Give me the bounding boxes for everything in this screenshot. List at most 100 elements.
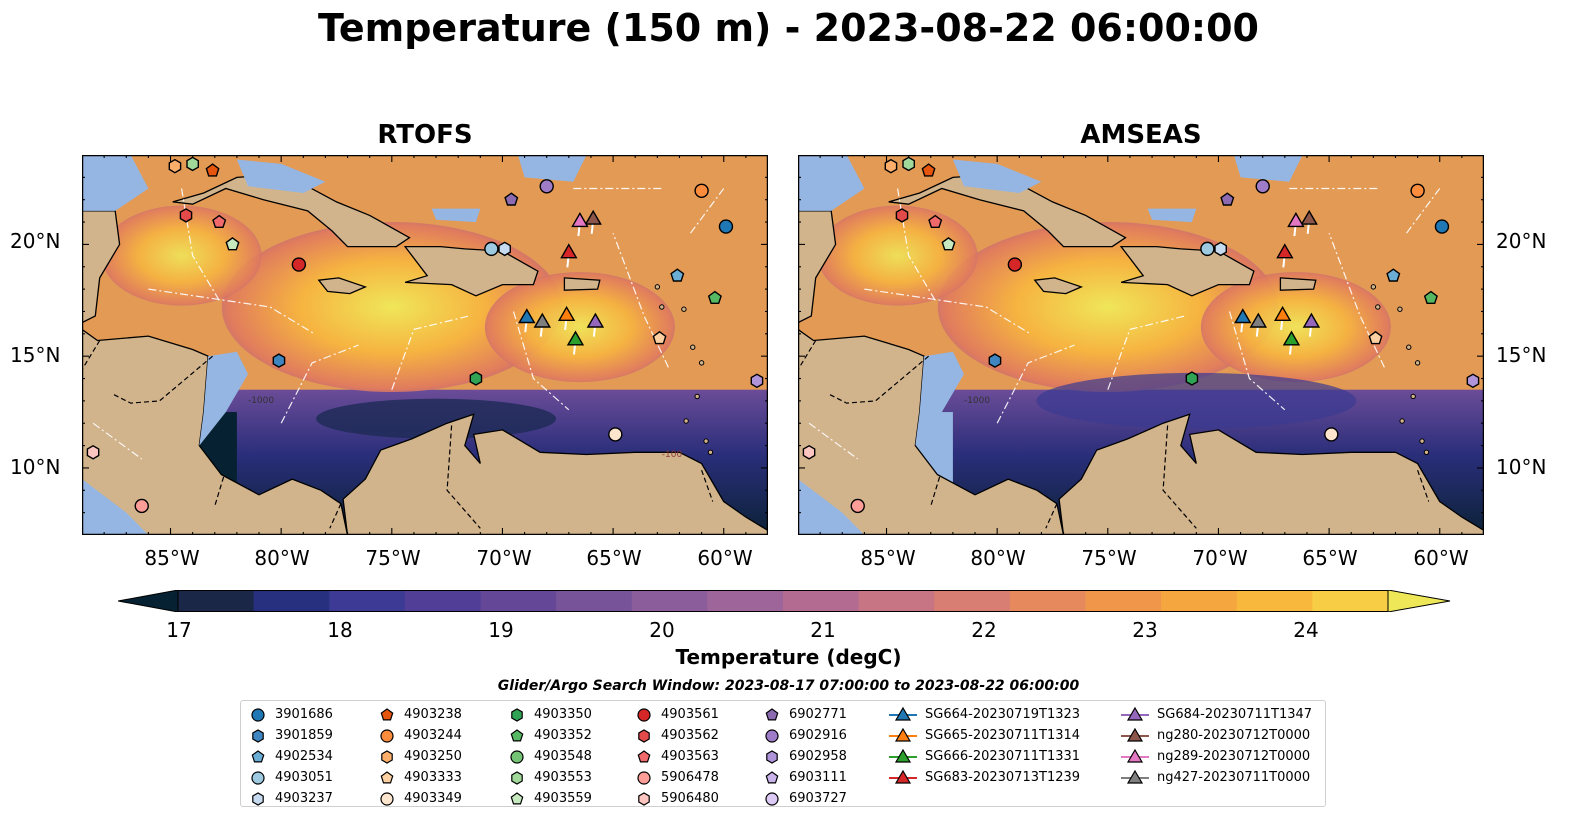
legend-item-ng280-20230712T0000: ng280-20230712T0000 — [1121, 725, 1312, 746]
legend-marker-icon — [765, 770, 779, 783]
legend-label: 3901859 — [275, 728, 333, 743]
glider-marker-SG666-20230711T1331 — [1282, 330, 1301, 346]
legend-marker-icon — [511, 770, 523, 785]
lat-label-right-20: 20°N — [1496, 229, 1547, 253]
lat-label-right-10: 10°N — [1496, 455, 1547, 479]
lon-label-rtofs-80w: 80°W — [254, 546, 310, 570]
legend-item-4903244: 4903244 — [378, 725, 462, 746]
colorbar-tick-17: 17 — [166, 618, 192, 642]
legend-marker-icon — [510, 728, 524, 741]
legend-column: SG684-20230711T1347 ng280-20230712T0000 ng… — [1121, 704, 1312, 788]
colorbar-bin — [1312, 590, 1389, 612]
legend-marker-icon — [251, 749, 265, 762]
legend-item-4903238: 4903238 — [378, 704, 462, 725]
legend-column: SG664-20230719T1323 SG665-20230711T1314 SG… — [889, 704, 1080, 788]
float-marker-4903553 — [186, 156, 200, 172]
glider-marker-SG666-20230711T1331 — [566, 330, 585, 346]
glider-marker-ng280-20230712T0000 — [584, 209, 602, 225]
legend-label: ng280-20230712T0000 — [1157, 728, 1311, 743]
colorbar-tick-18: 18 — [327, 618, 353, 642]
float-marker-3901859 — [988, 353, 1002, 368]
float-marker-5906478 — [134, 498, 149, 514]
legend-label: 4903238 — [404, 707, 462, 722]
float-marker-6902958 — [750, 373, 764, 389]
legend-label: SG664-20230719T1323 — [925, 707, 1081, 722]
legend-item-SG683-20230713T1239: SG683-20230713T1239 — [889, 767, 1080, 788]
legend-label: 4903250 — [404, 749, 462, 764]
figure-title: Temperature (150 m) - 2023-08-22 06:00:0… — [317, 6, 1259, 50]
legend-marker-icon — [1121, 727, 1149, 742]
legend-label: 4903561 — [661, 707, 719, 722]
legend-label: 4903553 — [534, 770, 592, 785]
legend-marker-icon — [766, 749, 778, 764]
legend-item-4903051: 4903051 — [249, 767, 333, 788]
legend-marker-icon — [381, 749, 393, 764]
colorbar-bin — [1236, 590, 1313, 612]
colorbar-extend-low — [118, 590, 179, 612]
float-marker-3901859 — [272, 353, 286, 368]
float-marker-4903562 — [895, 208, 909, 223]
legend-item-4903333: 4903333 — [378, 767, 462, 788]
colorbar-bin — [1085, 590, 1162, 612]
legend: 3901686 3901859 4902534 4903051 4903237 49032… — [240, 700, 1326, 807]
glider-marker-SG684-20230711T1347 — [586, 312, 605, 328]
legend-marker-icon — [638, 791, 650, 806]
legend-label: 6903727 — [789, 791, 847, 806]
float-marker-4903250 — [884, 158, 898, 174]
float-marker-4903352 — [1423, 290, 1438, 305]
legend-item-4903349: 4903349 — [378, 788, 462, 809]
colorbar-bin — [1009, 590, 1087, 612]
float-marker-4903238 — [205, 163, 220, 177]
legend-column: 3901686 3901859 4902534 4903051 4903237 — [249, 704, 333, 809]
colorbar-bin — [707, 590, 784, 612]
colorbar-bin — [556, 590, 633, 612]
legend-marker-icon — [637, 770, 651, 785]
legend-item-6902771: 6902771 — [763, 704, 847, 725]
legend-label: 4903563 — [661, 749, 719, 764]
legend-item-3901686: 3901686 — [249, 704, 333, 725]
legend-item-6903727: 6903727 — [763, 788, 847, 809]
legend-item-4903562: 4903562 — [635, 725, 719, 746]
legend-item-4903559: 4903559 — [508, 788, 592, 809]
glider-marker-SG683-20230713T1239 — [560, 243, 578, 259]
float-marker-4903250 — [168, 158, 182, 174]
float-marker-6902916 — [539, 179, 554, 194]
colorbar-extend-high — [1387, 590, 1451, 612]
panel-title-amseas: AMSEAS — [1080, 120, 1202, 150]
float-marker-5906480 — [802, 444, 816, 460]
lon-label-amseas-60w: 60°W — [1413, 546, 1469, 570]
legend-label: SG665-20230711T1314 — [925, 728, 1081, 743]
legend-label: SG684-20230711T1347 — [1157, 707, 1313, 722]
float-marker-4903244 — [694, 183, 709, 198]
contour-label-1000: -1000 — [248, 396, 274, 406]
legend-marker-icon — [510, 791, 524, 804]
legend-label: SG666-20230711T1331 — [925, 749, 1081, 764]
lon-label-amseas-65w: 65°W — [1302, 546, 1358, 570]
legend-marker-icon — [889, 727, 917, 742]
colorbar-label: Temperature (degC) — [675, 645, 902, 669]
lon-label-amseas-80w: 80°W — [970, 546, 1026, 570]
legend-item-4903250: 4903250 — [378, 746, 462, 767]
legend-marker-icon — [380, 707, 394, 720]
lon-label-rtofs-65w: 65°W — [586, 546, 642, 570]
legend-label: 4903548 — [534, 749, 592, 764]
legend-item-3901859: 3901859 — [249, 725, 333, 746]
float-marker-4903237 — [498, 241, 511, 257]
colorbar-bin — [858, 590, 935, 612]
colorbar-bin — [178, 590, 255, 612]
legend-marker-icon — [251, 707, 265, 722]
rtofs-map: -1000 -100 — [82, 155, 768, 535]
legend-item-6902916: 6902916 — [763, 725, 847, 746]
legend-column: 4903350 4903352 4903548 4903553 4903559 — [508, 704, 592, 809]
float-marker-3901686 — [718, 219, 734, 234]
legend-column: 6902771 6902916 6902958 6903111 6903727 — [763, 704, 847, 809]
legend-label: 4902534 — [275, 749, 333, 764]
amseas-map: -1000 — [798, 155, 1484, 535]
colorbar-bin — [480, 590, 557, 612]
legend-marker-icon — [380, 728, 394, 743]
legend-label: SG683-20230713T1239 — [925, 770, 1081, 785]
float-marker-4903349 — [1324, 427, 1339, 442]
colorbar-tick-21: 21 — [810, 618, 836, 642]
glider-marker-ng280-20230712T0000 — [1300, 209, 1318, 225]
float-marker-4903333 — [1368, 330, 1383, 345]
